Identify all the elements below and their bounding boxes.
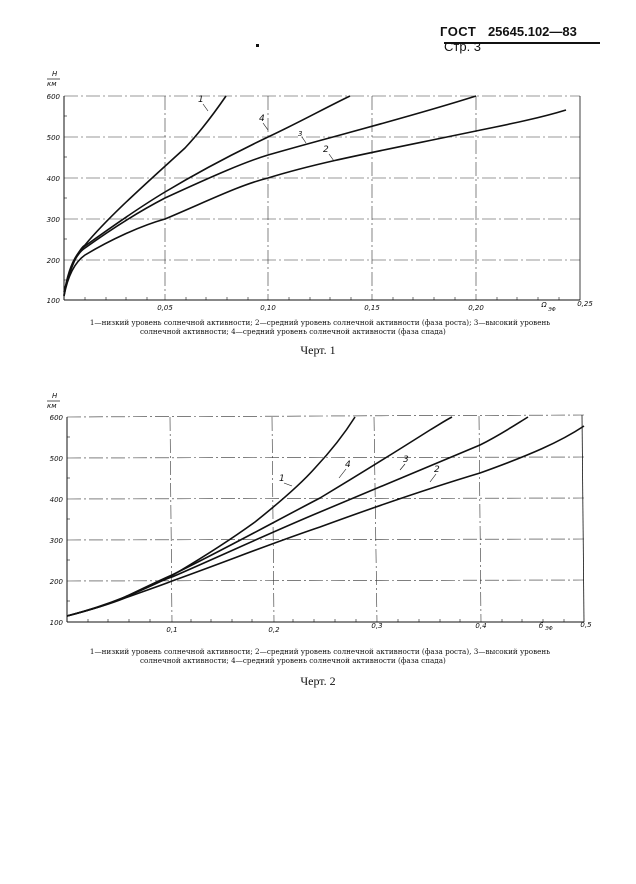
y-tick: 400 <box>47 175 61 183</box>
y-tick: 300 <box>50 537 64 545</box>
header-rule <box>444 42 600 44</box>
curve-label-1: 1 <box>279 474 285 484</box>
chart-2-x-tick-labels: 0,1 0,2 0,3 0,4 0,5 б ЭΦ <box>166 621 592 634</box>
curve-2 <box>66 425 585 617</box>
chart-1-caption: 1—низкий уровень солнечной активности; 2… <box>50 318 590 336</box>
caption-line-2: солнечной активности; 4—средний уровень … <box>140 327 446 336</box>
curve-3 <box>66 416 529 617</box>
y-tick: 500 <box>50 455 64 463</box>
y-tick: 200 <box>50 578 64 586</box>
curve-label-4: 4 <box>259 114 265 124</box>
chart-2: H км 600 500 400 300 200 100 0,1 0,2 <box>47 392 592 634</box>
x-tick: 0,15 <box>364 304 380 312</box>
y-tick: 300 <box>47 216 61 224</box>
chart-2-unit: H км <box>47 392 60 410</box>
caption-line-1: 1—низкий уровень солнечной активности; 2… <box>89 647 551 656</box>
curve-4 <box>63 95 351 296</box>
x-axis-sub: ЭΦ <box>547 307 555 313</box>
y-tick: 100 <box>47 297 61 305</box>
x-tick: 0,05 <box>157 304 173 312</box>
chart-2-grid <box>66 414 585 623</box>
figure-label-2: Черт. 2 <box>300 674 336 688</box>
x-tick: 0,3 <box>371 622 382 630</box>
chart-1-grid <box>64 95 580 300</box>
chart-2-curve-labels: 1 2 3 4 <box>279 455 440 487</box>
y-tick: 400 <box>50 496 64 504</box>
curve-4 <box>66 416 453 617</box>
curve-label-3: 3 <box>298 130 302 138</box>
chart-2-caption: 1—низкий уровень солнечной активности; 2… <box>50 647 590 665</box>
x-tick: 0,1 <box>166 626 177 634</box>
y-tick: 600 <box>47 93 61 101</box>
x-tick: 0,5 <box>580 621 592 629</box>
unit-km: км <box>47 402 57 410</box>
chart-1-y-tick-labels: 600 500 400 300 200 100 <box>47 93 61 305</box>
y-tick: 500 <box>47 134 61 142</box>
curve-label-2: 2 <box>434 465 440 475</box>
scan-speck <box>256 44 259 47</box>
caption-line-1: 1—низкий уровень солнечной активности; 2… <box>89 318 551 327</box>
chart-1-axes <box>63 96 581 301</box>
unit-h: H <box>52 392 58 400</box>
chart-2-curves <box>66 416 585 617</box>
curve-2 <box>63 109 567 297</box>
curve-1 <box>66 416 356 617</box>
curve-1 <box>63 95 227 293</box>
x-tick: 0,25 <box>577 300 593 308</box>
chart-1-x-tick-labels: 0,05 0,10 0,15 0,20 0,25 Ω ЭΦ <box>157 300 593 313</box>
x-axis-label: б <box>539 622 544 630</box>
chart-1: H км 600 500 400 300 200 100 0,05 0,10 <box>47 70 594 313</box>
standard-number: 25645.102—83 <box>487 24 577 39</box>
standard-label: ГОСТ <box>440 24 477 39</box>
chart-1-curves <box>63 95 567 297</box>
y-tick: 600 <box>50 414 64 422</box>
chart-2-minor-ticks <box>67 436 565 622</box>
chart-1-curve-labels: 1 2 3 4 <box>198 95 335 162</box>
figure-label-1: Черт. 1 <box>300 343 336 357</box>
x-tick: 0,20 <box>468 304 484 312</box>
curve-label-4: 4 <box>345 460 351 470</box>
unit-km: км <box>47 80 57 88</box>
curve-label-3: 3 <box>403 455 409 465</box>
unit-h: H <box>52 70 58 78</box>
x-axis-label: Ω <box>540 301 547 309</box>
curve-label-2: 2 <box>323 145 329 155</box>
x-tick: 0,4 <box>475 622 486 630</box>
x-axis-sub: ЭΦ <box>544 626 552 632</box>
y-tick: 200 <box>47 257 61 265</box>
x-tick: 0,2 <box>268 626 280 634</box>
chart-2-axes <box>66 414 585 623</box>
curve-label-1: 1 <box>198 95 204 105</box>
chart-2-y-tick-labels: 600 500 400 300 200 100 <box>50 414 64 627</box>
y-tick: 100 <box>50 619 64 627</box>
caption-line-2: солнечной активности; 4—средний уровень … <box>140 656 446 665</box>
chart-1-unit: H км <box>47 70 60 88</box>
x-tick: 0,10 <box>260 304 276 312</box>
curve-3 <box>63 95 477 297</box>
